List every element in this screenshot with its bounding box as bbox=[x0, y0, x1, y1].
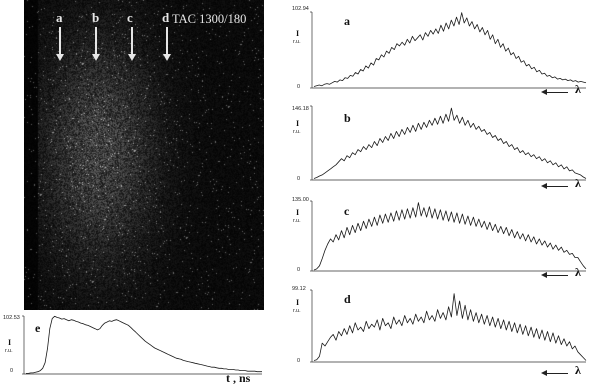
panel-label: c bbox=[344, 204, 350, 218]
ymin-tick-label: 0 bbox=[297, 84, 301, 90]
y-axis-label: I bbox=[8, 338, 12, 347]
y-axis-unit: r.u. bbox=[293, 39, 301, 45]
x-axis-label: λ bbox=[575, 82, 581, 96]
down-arrow-icon bbox=[128, 27, 135, 61]
x-axis-label: t , ns bbox=[226, 371, 251, 385]
ymax-tick-label: 102.53 bbox=[3, 315, 20, 321]
y-axis-unit: r.u. bbox=[5, 348, 13, 354]
series-line-e bbox=[26, 315, 262, 374]
left-arrow-icon bbox=[541, 89, 568, 95]
marker-label-d: d bbox=[162, 10, 170, 25]
left-arrow-icon bbox=[541, 370, 568, 376]
ymax-tick-label: 135.00 bbox=[292, 197, 309, 203]
line-chart-d bbox=[310, 289, 587, 363]
series-line-b bbox=[313, 107, 587, 179]
ymin-tick-label: 0 bbox=[297, 176, 301, 182]
down-arrow-icon bbox=[92, 27, 99, 61]
series-line-c bbox=[313, 202, 587, 271]
series-line-a bbox=[313, 12, 587, 87]
line-chart-c bbox=[310, 200, 587, 272]
x-axis-label: λ bbox=[575, 363, 581, 377]
ymax-tick-label: 99.12 bbox=[292, 286, 306, 292]
panel-label: a bbox=[344, 14, 350, 28]
streak-title: TAC 1300/180 bbox=[172, 12, 247, 26]
marker-label-c: c bbox=[127, 10, 133, 25]
ymax-tick-label: 102.94 bbox=[292, 6, 309, 12]
x-axis-label: λ bbox=[575, 265, 581, 279]
ymin-tick-label: 0 bbox=[297, 267, 301, 273]
y-axis-unit: r.u. bbox=[293, 308, 301, 314]
line-chart-a bbox=[310, 11, 587, 89]
spectrum-plot-b: 146.18 I r.u. 0 b λ bbox=[292, 102, 592, 194]
left-arrow-icon bbox=[541, 272, 568, 278]
spectrum-plot-a: 102.94 I r.u. 0 a λ bbox=[292, 0, 592, 98]
x-axis-label: λ bbox=[575, 176, 581, 190]
panel-label: b bbox=[344, 111, 351, 125]
panel-label: e bbox=[35, 321, 41, 335]
y-axis-label: I bbox=[296, 298, 300, 307]
line-chart-e bbox=[22, 315, 262, 375]
down-arrow-icon bbox=[56, 27, 63, 61]
y-axis-label: I bbox=[296, 119, 300, 128]
y-axis-label: I bbox=[296, 208, 300, 217]
marker-label-a: a bbox=[56, 10, 63, 25]
ymin-tick-label: 0 bbox=[10, 368, 14, 374]
left-arrow-icon bbox=[541, 183, 568, 189]
ymax-tick-label: 146.18 bbox=[292, 106, 309, 112]
ymin-tick-label: 0 bbox=[297, 358, 301, 364]
down-arrow-icon bbox=[163, 27, 170, 61]
streak-camera-image: TAC 1300/180 a b c d bbox=[24, 0, 264, 310]
y-axis-label: I bbox=[296, 29, 300, 38]
streak-noise-canvas bbox=[24, 0, 264, 310]
series-line-d bbox=[313, 293, 587, 361]
y-axis-unit: r.u. bbox=[293, 129, 301, 135]
y-axis-unit: r.u. bbox=[293, 218, 301, 224]
spectrum-plot-c: 135.00 I r.u. 0 c λ bbox=[292, 195, 592, 283]
marker-label-b: b bbox=[92, 10, 100, 25]
time-profile-plot-e: 102.53 I r.u. 0 e t , ns bbox=[0, 312, 265, 385]
line-chart-b bbox=[310, 105, 587, 181]
panel-label: d bbox=[344, 292, 351, 306]
spectrum-plot-d: 99.12 I r.u. 0 d λ bbox=[292, 284, 592, 380]
